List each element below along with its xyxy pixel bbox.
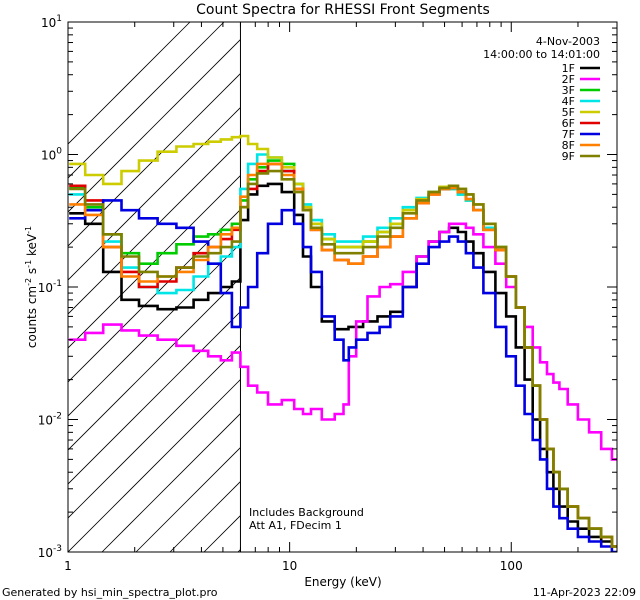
x-axis-ticks: 1 10 100	[64, 22, 618, 573]
series-line-2f	[69, 222, 617, 461]
hatch-line	[68, 378, 241, 552]
annotation-attenuator: Att A1, FDecim 1	[249, 519, 342, 532]
hatch-line	[68, 72, 241, 247]
y-tick-label: 100	[41, 147, 62, 163]
hatch-line	[135, 446, 241, 552]
legend-date: 4-Nov-2003	[536, 35, 600, 48]
hatch-line	[101, 412, 241, 552]
y-tick-label: 10-2	[38, 412, 62, 428]
series-lines	[69, 134, 617, 552]
legend-label-1f: 1F	[562, 62, 575, 75]
y-tick-exponent: 0	[56, 147, 62, 157]
legend-time-range: 14:00:00 to 14:01:00	[483, 48, 600, 61]
series-line-1f	[69, 182, 617, 548]
y-tick-exponent: -1	[53, 279, 62, 289]
footer-generated-by: Generated by hsi_min_spectra_plot.pro	[2, 586, 218, 599]
y-tick-base: 10	[38, 281, 53, 295]
series-line-9f	[69, 169, 617, 548]
y-tick-base: 10	[38, 414, 53, 428]
series-line-7f	[69, 199, 617, 552]
x-tick-label: 1	[64, 559, 72, 573]
legend-label-5f: 5F	[562, 106, 575, 119]
y-tick-label: 10-3	[38, 544, 62, 560]
hatch-line	[68, 22, 225, 179]
footer-timestamp: 11-Apr-2023 22:09	[533, 586, 636, 599]
x-tick-label: 10	[282, 559, 297, 573]
legend-label-6f: 6F	[562, 117, 575, 130]
hatch-line	[68, 140, 241, 315]
y-tick-exponent: 1	[56, 14, 62, 24]
x-axis-label: Energy (keV)	[304, 575, 381, 589]
legend-label-8f: 8F	[562, 139, 575, 152]
y-tick-label: 10-1	[38, 279, 62, 295]
y-tick-exponent: -3	[53, 544, 62, 554]
hatch-line	[68, 310, 241, 485]
y-tick-exponent: -2	[53, 412, 62, 422]
hatch-line	[68, 38, 241, 213]
hatch-line	[68, 174, 241, 349]
y-tick-base: 10	[41, 16, 56, 30]
y-tick-base: 10	[41, 149, 56, 163]
legend-label-9f: 9F	[562, 150, 575, 163]
hatch-line	[68, 106, 241, 281]
chart-title: Count Spectra for RHESSI Front Segments	[196, 2, 490, 18]
y-axis-label: counts cm-2 s-1 keV-1	[24, 226, 39, 348]
x-tick-label: 100	[500, 559, 523, 573]
legend: 4-Nov-2003 14:00:00 to 14:01:00 1F2F3F4F…	[483, 35, 600, 163]
legend-label-7f: 7F	[562, 128, 575, 141]
hatch-line	[68, 344, 241, 519]
hatch-line	[68, 208, 241, 383]
annotation-background: Includes Background	[249, 506, 364, 519]
legend-label-4f: 4F	[562, 95, 575, 108]
hatch-line	[68, 242, 241, 417]
y-tick-label: 101	[41, 14, 62, 30]
hatch-line	[68, 22, 191, 145]
legend-label-3f: 3F	[562, 84, 575, 97]
y-tick-base: 10	[38, 546, 53, 560]
legend-label-2f: 2F	[562, 73, 575, 86]
